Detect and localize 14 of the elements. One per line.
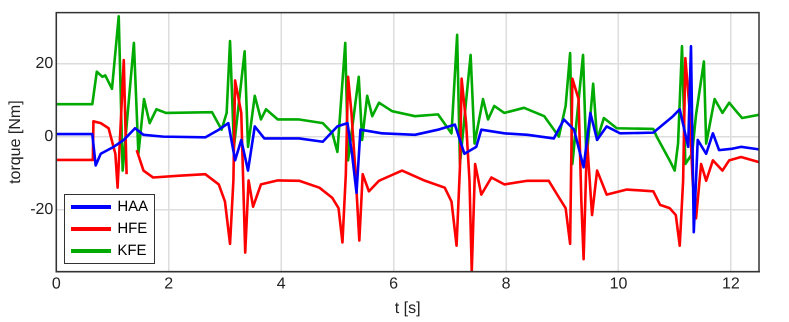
- x-tick-label: 4: [276, 276, 286, 293]
- y-tick-label: 0: [44, 128, 54, 146]
- x-axis-title: t [s]: [394, 300, 421, 317]
- x-tick-label: 2: [164, 276, 174, 293]
- x-tick-label: 12: [722, 276, 740, 293]
- x-tick-label: 6: [389, 276, 398, 293]
- x-tick-label: 10: [610, 276, 628, 293]
- y-tick-label: -20: [30, 200, 54, 218]
- y-tick-label: 20: [36, 55, 54, 72]
- y-axis-title: torque [Nm]: [7, 100, 24, 184]
- legend-label: KFE: [117, 242, 146, 260]
- x-tick-label: 8: [502, 276, 511, 293]
- legend-label: HAA: [117, 198, 148, 216]
- legend-label: HFE: [117, 220, 148, 238]
